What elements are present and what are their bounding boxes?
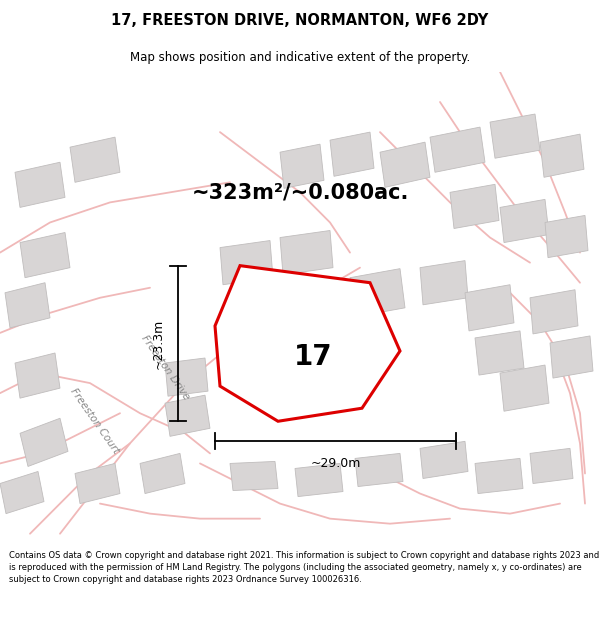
Polygon shape [165, 395, 210, 436]
Polygon shape [530, 448, 573, 484]
Polygon shape [220, 241, 273, 285]
Polygon shape [290, 282, 344, 329]
Polygon shape [490, 114, 540, 158]
Text: Map shows position and indicative extent of the property.: Map shows position and indicative extent… [130, 51, 470, 64]
Polygon shape [450, 184, 499, 229]
Polygon shape [475, 331, 524, 375]
Polygon shape [215, 266, 400, 421]
Polygon shape [465, 285, 514, 331]
Polygon shape [545, 216, 588, 258]
Polygon shape [20, 418, 68, 466]
Polygon shape [350, 269, 405, 317]
Polygon shape [280, 231, 333, 274]
Polygon shape [20, 232, 70, 278]
Polygon shape [230, 461, 278, 491]
Polygon shape [15, 353, 60, 398]
Text: ~29.0m: ~29.0m [310, 457, 361, 470]
Polygon shape [430, 127, 485, 173]
Text: Contains OS data © Crown copyright and database right 2021. This information is : Contains OS data © Crown copyright and d… [9, 551, 599, 584]
Text: 17: 17 [293, 342, 332, 371]
Polygon shape [280, 144, 324, 188]
Polygon shape [530, 290, 578, 334]
Polygon shape [5, 282, 50, 328]
Polygon shape [475, 458, 523, 494]
Text: 17, FREESTON DRIVE, NORMANTON, WF6 2DY: 17, FREESTON DRIVE, NORMANTON, WF6 2DY [112, 13, 488, 28]
Polygon shape [70, 137, 120, 182]
Polygon shape [165, 358, 208, 396]
Polygon shape [15, 162, 65, 208]
Text: Freeston Drive: Freeston Drive [139, 334, 191, 402]
Polygon shape [540, 134, 584, 178]
Polygon shape [420, 261, 468, 305]
Polygon shape [140, 453, 185, 494]
Text: ~23.3m: ~23.3m [151, 318, 164, 369]
Polygon shape [420, 441, 468, 479]
Polygon shape [75, 463, 120, 504]
Polygon shape [380, 142, 430, 188]
Polygon shape [500, 365, 549, 411]
Text: Freeston Court: Freeston Court [69, 387, 121, 456]
Polygon shape [550, 336, 593, 378]
Polygon shape [295, 463, 343, 496]
Polygon shape [500, 199, 549, 242]
Polygon shape [0, 471, 44, 514]
Polygon shape [330, 132, 374, 176]
Polygon shape [355, 453, 403, 486]
Text: ~323m²/~0.080ac.: ~323m²/~0.080ac. [191, 182, 409, 203]
